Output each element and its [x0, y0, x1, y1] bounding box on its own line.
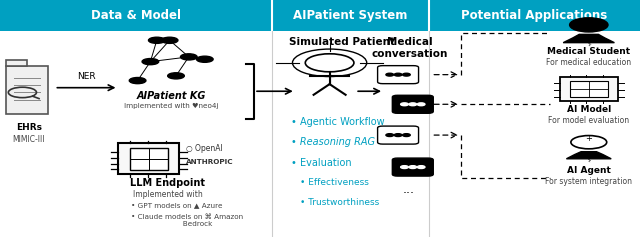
Text: MIMIC-III: MIMIC-III [13, 135, 45, 144]
Circle shape [417, 103, 425, 106]
Text: • Evaluation: • Evaluation [291, 158, 352, 168]
Circle shape [168, 73, 184, 79]
Circle shape [401, 103, 408, 106]
Circle shape [196, 56, 213, 62]
Text: NER: NER [77, 72, 96, 81]
Text: ...: ... [403, 183, 414, 196]
Text: ⚕: ⚕ [586, 155, 591, 164]
Circle shape [570, 18, 608, 32]
Text: Implemented with ♥neo4j: Implemented with ♥neo4j [124, 103, 219, 109]
FancyBboxPatch shape [6, 66, 48, 114]
Text: Data & Model: Data & Model [91, 9, 181, 22]
Circle shape [394, 73, 402, 76]
Circle shape [386, 134, 394, 137]
FancyBboxPatch shape [429, 0, 640, 31]
Text: EHRs: EHRs [16, 123, 42, 132]
Text: AI Model: AI Model [566, 105, 611, 114]
FancyBboxPatch shape [272, 0, 429, 31]
Text: For system integration: For system integration [545, 177, 632, 186]
Text: • Reasoning RAG: • Reasoning RAG [291, 137, 375, 147]
Circle shape [401, 166, 408, 169]
Circle shape [386, 73, 394, 76]
Text: For model evaluation: For model evaluation [548, 116, 629, 125]
Text: • Agentic Workflow: • Agentic Workflow [291, 117, 385, 127]
FancyBboxPatch shape [378, 126, 419, 144]
Text: +: + [586, 134, 592, 143]
FancyBboxPatch shape [570, 81, 608, 97]
FancyBboxPatch shape [378, 66, 419, 84]
Circle shape [148, 37, 165, 43]
FancyBboxPatch shape [560, 77, 618, 101]
Text: Simulated Patient: Simulated Patient [289, 37, 396, 47]
Circle shape [417, 166, 425, 169]
Text: For medical education: For medical education [546, 58, 632, 67]
FancyBboxPatch shape [118, 143, 179, 174]
Text: AI Agent: AI Agent [567, 166, 611, 175]
Text: AIPatient KG: AIPatient KG [137, 91, 206, 101]
Text: ⚕: ⚕ [586, 38, 591, 48]
Polygon shape [563, 34, 614, 43]
Circle shape [409, 166, 417, 169]
Text: Medical Student: Medical Student [547, 47, 630, 56]
Text: • Trustworthiness: • Trustworthiness [300, 198, 379, 207]
Text: Medical
conversation: Medical conversation [371, 37, 448, 59]
Text: ○ OpenAI: ○ OpenAI [186, 144, 222, 153]
Circle shape [161, 37, 178, 43]
FancyBboxPatch shape [6, 60, 27, 66]
FancyBboxPatch shape [130, 148, 168, 170]
FancyBboxPatch shape [392, 158, 433, 176]
Text: • Effectiveness: • Effectiveness [300, 178, 369, 187]
Text: • Claude models on ⌘ Amazon
                       Bedrock: • Claude models on ⌘ Amazon Bedrock [131, 214, 243, 227]
Circle shape [394, 134, 402, 137]
Circle shape [403, 134, 410, 137]
Polygon shape [566, 152, 611, 159]
Text: AIPatient System: AIPatient System [293, 9, 408, 22]
Text: ANTHROPIC: ANTHROPIC [186, 159, 233, 165]
FancyBboxPatch shape [0, 0, 272, 31]
Circle shape [403, 73, 410, 76]
Text: LLM Endpoint: LLM Endpoint [130, 178, 205, 188]
Circle shape [180, 54, 197, 60]
Circle shape [129, 77, 146, 84]
Text: Potential Applications: Potential Applications [461, 9, 607, 22]
FancyBboxPatch shape [392, 95, 433, 113]
Circle shape [409, 103, 417, 106]
Text: Implemented with: Implemented with [133, 190, 202, 199]
Text: • GPT models on ▲ Azure: • GPT models on ▲ Azure [131, 202, 223, 208]
Circle shape [142, 59, 159, 65]
